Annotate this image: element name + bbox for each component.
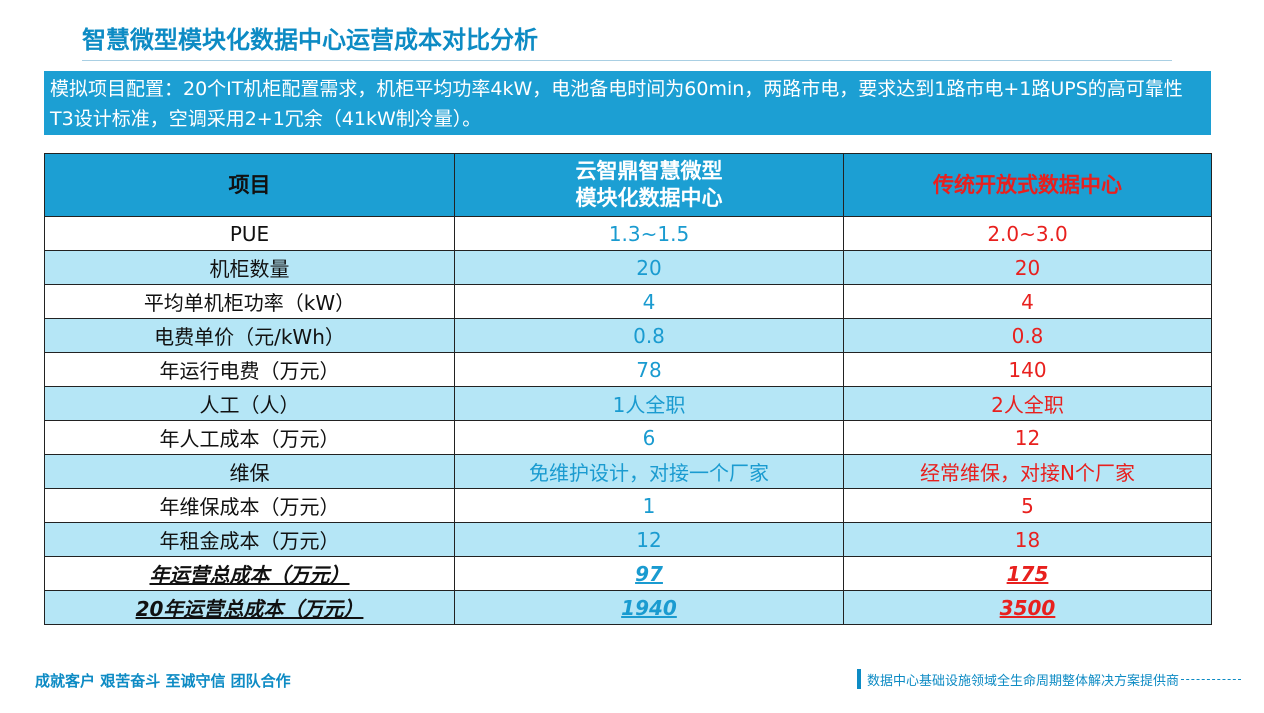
footer-slogan: 成就客户 艰苦奋斗 至诚守信 团队合作 (35, 672, 291, 690)
header-traditional-dc: 传统开放式数据中心 (843, 153, 1212, 217)
footer-tagline-block: 数据中心基础设施领域全生命周期整体解决方案提供商 (857, 669, 1242, 689)
row-trad-cell: 140 (843, 352, 1212, 387)
row-ours-cell: 免维护设计，对接一个厂家 (454, 454, 844, 489)
footer-dashed-line (1181, 678, 1242, 680)
annual-total-row: 年运营总成本（万元） 97 175 (44, 556, 1212, 591)
footer-tagline: 数据中心基础设施领域全生命周期整体解决方案提供商 (867, 673, 1180, 689)
table-row: 年租金成本（万元） 12 18 (44, 522, 1212, 557)
row-item-cell: 电费单价（元/kWh） (44, 318, 455, 353)
row-trad-cell: 0.8 (843, 318, 1212, 353)
table-row: 平均单机柜功率（kW） 4 4 (44, 284, 1212, 319)
table-row: 电费单价（元/kWh） 0.8 0.8 (44, 318, 1212, 353)
row-ours-cell: 1.3~1.5 (454, 216, 844, 251)
twenty-year-total-row: 20年运营总成本（万元） 1940 3500 (44, 590, 1212, 625)
row-ours-cell: 1940 (454, 590, 844, 625)
table-row: 维保 免维护设计，对接一个厂家 经常维保，对接N个厂家 (44, 454, 1212, 489)
row-item-cell: 年租金成本（万元） (44, 522, 455, 557)
row-item-cell: 人工（人） (44, 386, 455, 421)
table-row: 人工（人） 1人全职 2人全职 (44, 386, 1212, 421)
table-header-row: 项目 云智鼎智慧微型 模块化数据中心 传统开放式数据中心 (44, 153, 1212, 217)
title-divider (82, 60, 1172, 61)
row-item-cell: 机柜数量 (44, 250, 455, 285)
header-item: 项目 (44, 153, 455, 217)
row-ours-cell: 20 (454, 250, 844, 285)
row-ours-cell: 12 (454, 522, 844, 557)
row-item-cell: 20年运营总成本（万元） (44, 590, 455, 625)
page-title: 智慧微型模块化数据中心运营成本对比分析 (82, 26, 538, 54)
row-trad-cell: 4 (843, 284, 1212, 319)
row-item-cell: 年运营总成本（万元） (44, 556, 455, 591)
row-trad-cell: 2.0~3.0 (843, 216, 1212, 251)
row-item-cell: 维保 (44, 454, 455, 489)
cost-comparison-table: 项目 云智鼎智慧微型 模块化数据中心 传统开放式数据中心 PUE 1.3~1.5… (44, 153, 1212, 625)
row-ours-cell: 6 (454, 420, 844, 455)
row-item-cell: 年人工成本（万元） (44, 420, 455, 455)
row-trad-cell: 经常维保，对接N个厂家 (843, 454, 1212, 489)
table-row: 年人工成本（万元） 6 12 (44, 420, 1212, 455)
table-row: 机柜数量 20 20 (44, 250, 1212, 285)
row-trad-cell: 2人全职 (843, 386, 1212, 421)
row-ours-cell: 78 (454, 352, 844, 387)
row-trad-cell: 3500 (843, 590, 1212, 625)
row-ours-cell: 0.8 (454, 318, 844, 353)
row-trad-cell: 12 (843, 420, 1212, 455)
row-ours-cell: 4 (454, 284, 844, 319)
header-micro-module-dc-line1: 云智鼎智慧微型 (575, 159, 723, 183)
project-config-banner: 模拟项目配置：20个IT机柜配置需求，机柜平均功率4kW，电池备电时间为60mi… (44, 71, 1211, 135)
row-item-cell: 平均单机柜功率（kW） (44, 284, 455, 319)
row-trad-cell: 175 (843, 556, 1212, 591)
row-trad-cell: 5 (843, 488, 1212, 523)
row-item-cell: PUE (44, 216, 455, 251)
header-micro-module-dc: 云智鼎智慧微型 模块化数据中心 (454, 153, 844, 217)
row-trad-cell: 18 (843, 522, 1212, 557)
row-ours-cell: 1人全职 (454, 386, 844, 421)
footer-accent-bar (857, 669, 861, 689)
row-item-cell: 年运行电费（万元） (44, 352, 455, 387)
table-row: 年维保成本（万元） 1 5 (44, 488, 1212, 523)
table-row: 年运行电费（万元） 78 140 (44, 352, 1212, 387)
row-ours-cell: 97 (454, 556, 844, 591)
header-micro-module-dc-line2: 模块化数据中心 (575, 186, 723, 210)
row-trad-cell: 20 (843, 250, 1212, 285)
table-row: PUE 1.3~1.5 2.0~3.0 (44, 216, 1212, 251)
row-ours-cell: 1 (454, 488, 844, 523)
row-item-cell: 年维保成本（万元） (44, 488, 455, 523)
